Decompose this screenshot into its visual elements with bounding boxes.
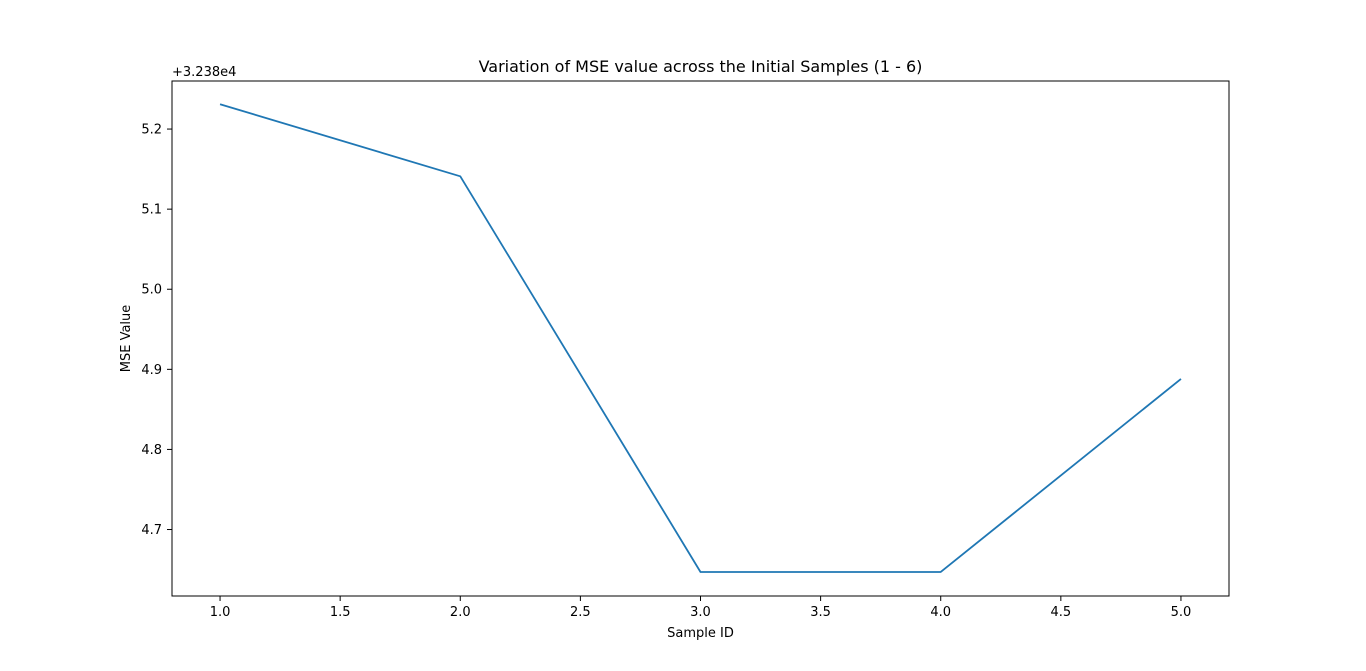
x-tick-label: 3.0 bbox=[690, 605, 711, 620]
y-tick-label: 5.1 bbox=[141, 203, 162, 218]
x-tick-label: 4.0 bbox=[930, 605, 951, 620]
x-tick-label: 5.0 bbox=[1171, 605, 1192, 620]
x-tick-label: 4.5 bbox=[1050, 605, 1071, 620]
x-tick-label: 2.5 bbox=[570, 605, 591, 620]
y-axis-ticks: 4.7 4.8 4.9 5.0 5.1 5.2 bbox=[141, 123, 172, 538]
x-tick-label: 1.5 bbox=[330, 605, 351, 620]
y-tick-label: 5.2 bbox=[141, 123, 162, 138]
y-tick-label: 4.9 bbox=[141, 363, 162, 378]
plot-area-frame bbox=[171, 80, 1230, 597]
x-tick-label: 2.0 bbox=[450, 605, 471, 620]
chart-title: Variation of MSE value across the Initia… bbox=[479, 57, 923, 76]
x-tick-label: 1.0 bbox=[210, 605, 231, 620]
series-group bbox=[219, 103, 1182, 573]
y-axis-offset-label: +3.238e4 bbox=[172, 65, 236, 80]
x-axis-label: Sample ID bbox=[667, 626, 734, 641]
x-tick-label: 3.5 bbox=[810, 605, 831, 620]
y-tick-label: 4.7 bbox=[141, 523, 162, 538]
y-axis-label: MSE Value bbox=[119, 305, 134, 373]
y-tick-label: 4.8 bbox=[141, 443, 162, 458]
y-tick-label: 5.0 bbox=[141, 283, 162, 298]
x-axis-ticks: 1.0 1.5 2.0 2.5 3.0 3.5 4.0 4.5 5.0 bbox=[210, 596, 1192, 620]
series-line bbox=[219, 103, 1182, 573]
